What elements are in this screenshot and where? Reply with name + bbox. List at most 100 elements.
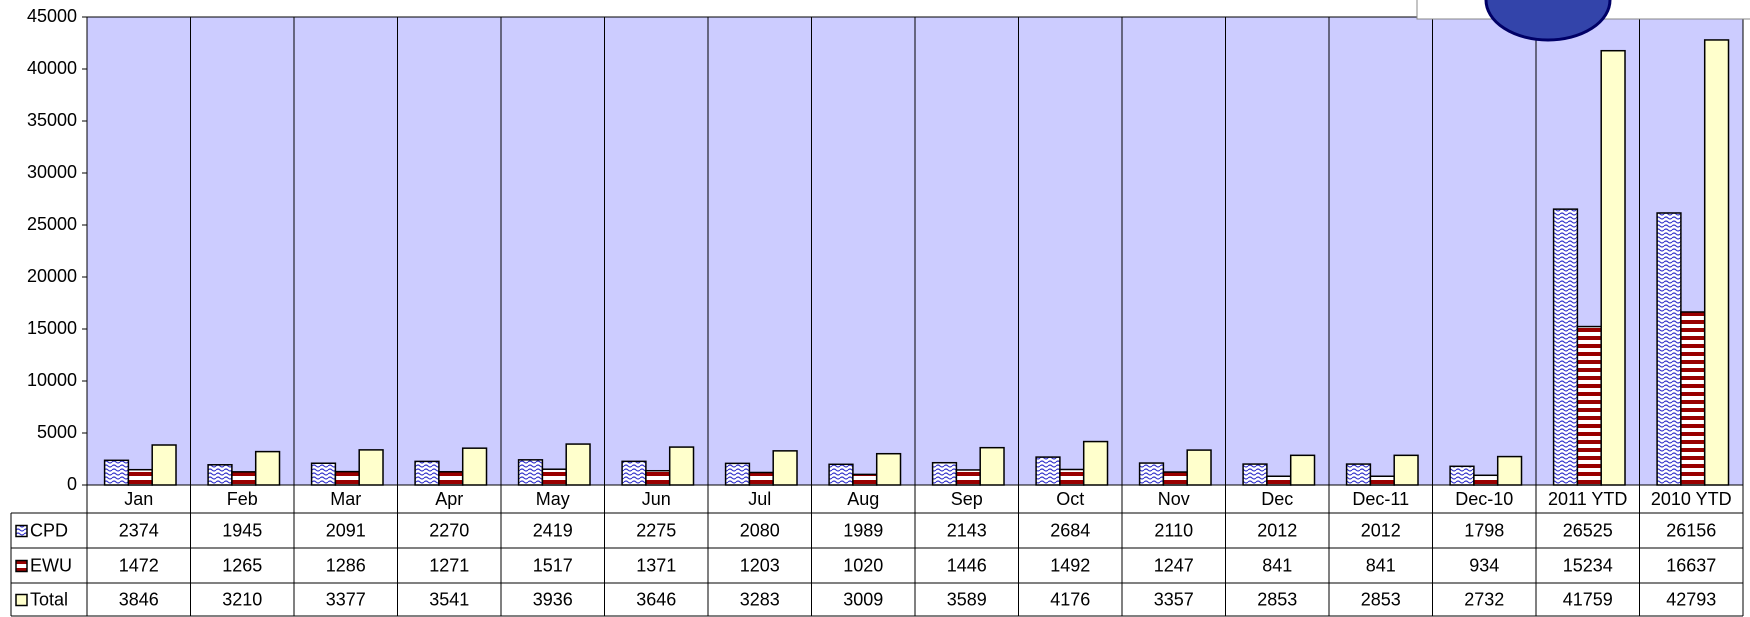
table-value: 2080 bbox=[740, 520, 780, 540]
table-value: 1265 bbox=[222, 555, 262, 575]
table-value: 2270 bbox=[429, 520, 469, 540]
bar bbox=[1656, 212, 1682, 486]
bar bbox=[875, 452, 902, 486]
bar bbox=[1600, 49, 1626, 486]
bar bbox=[461, 447, 488, 486]
x-tick-label: Oct bbox=[1056, 489, 1084, 509]
bar bbox=[151, 444, 177, 486]
bar bbox=[645, 469, 671, 486]
table-value: 1020 bbox=[843, 555, 883, 575]
table-value: 1472 bbox=[119, 555, 159, 575]
table-value: 1945 bbox=[222, 520, 262, 540]
table-value: 1798 bbox=[1464, 520, 1504, 540]
bar bbox=[358, 449, 384, 486]
table-value: 841 bbox=[1366, 555, 1396, 575]
table-value: 3846 bbox=[119, 589, 159, 609]
table-value: 3283 bbox=[740, 589, 780, 609]
bar bbox=[1345, 463, 1372, 486]
bar bbox=[931, 461, 958, 486]
y-tick-label: 10000 bbox=[27, 370, 77, 390]
bar bbox=[852, 473, 878, 486]
table-value: 1286 bbox=[326, 555, 366, 575]
table-value: 3936 bbox=[533, 589, 573, 609]
bar bbox=[1242, 463, 1268, 486]
table-value: 2012 bbox=[1361, 520, 1401, 540]
x-tick-label: 2011 YTD bbox=[1548, 489, 1627, 509]
table-value: 3377 bbox=[326, 589, 366, 609]
table-value: 3357 bbox=[1154, 589, 1194, 609]
table-value: 15234 bbox=[1563, 555, 1613, 575]
table-value: 26525 bbox=[1563, 520, 1613, 540]
bar bbox=[955, 469, 981, 486]
bar bbox=[414, 460, 440, 486]
table-value: 41759 bbox=[1563, 589, 1613, 609]
y-tick-label: 5000 bbox=[37, 422, 77, 442]
bar bbox=[1496, 455, 1523, 486]
x-tick-label: Aug bbox=[847, 489, 879, 509]
bar bbox=[1266, 475, 1292, 486]
table-value: 2110 bbox=[1154, 520, 1193, 540]
bar bbox=[1059, 468, 1085, 486]
logo-fragment bbox=[1484, 0, 1612, 42]
bar bbox=[1449, 465, 1475, 486]
x-tick-label: Dec-11 bbox=[1352, 489, 1409, 509]
table-value: 2275 bbox=[636, 520, 676, 540]
bar bbox=[1393, 454, 1419, 486]
table-value: 2143 bbox=[947, 520, 987, 540]
table-value: 2091 bbox=[326, 520, 366, 540]
y-tick-label: 30000 bbox=[27, 162, 77, 182]
bar bbox=[1162, 471, 1188, 486]
legend-swatch bbox=[15, 593, 28, 607]
table-value: 2012 bbox=[1257, 520, 1297, 540]
table-value: 2419 bbox=[533, 520, 573, 540]
bar bbox=[1369, 475, 1395, 486]
legend-swatch bbox=[15, 524, 28, 538]
table-value: 1271 bbox=[429, 555, 469, 575]
table-value: 1203 bbox=[740, 555, 780, 575]
bar bbox=[748, 471, 774, 486]
bar bbox=[668, 446, 695, 486]
bar bbox=[724, 462, 751, 486]
bar bbox=[772, 450, 798, 486]
legend-swatch bbox=[15, 559, 28, 573]
bar bbox=[828, 463, 854, 486]
table-value: 1492 bbox=[1050, 555, 1090, 575]
table-value: 1371 bbox=[636, 555, 676, 575]
bar bbox=[310, 462, 337, 486]
bar bbox=[438, 471, 464, 486]
y-tick-label: 20000 bbox=[27, 266, 77, 286]
bar bbox=[207, 464, 233, 486]
bar bbox=[979, 446, 1005, 486]
bar bbox=[103, 459, 130, 486]
bar bbox=[1680, 311, 1706, 486]
table-value: 1446 bbox=[947, 555, 987, 575]
legend-label: CPD bbox=[30, 520, 68, 540]
bar bbox=[1138, 462, 1165, 486]
y-tick-label: 25000 bbox=[27, 214, 77, 234]
x-tick-label: Jun bbox=[642, 489, 671, 509]
bar bbox=[1289, 454, 1316, 486]
bar bbox=[1576, 325, 1602, 486]
y-tick-label: 45000 bbox=[27, 6, 77, 26]
table-value: 3541 bbox=[429, 589, 469, 609]
y-tick-label: 15000 bbox=[27, 318, 77, 338]
table-value: 934 bbox=[1469, 555, 1499, 575]
table-value: 841 bbox=[1262, 555, 1292, 575]
bar bbox=[517, 459, 544, 486]
table-value: 2853 bbox=[1257, 589, 1297, 609]
x-tick-label: Apr bbox=[435, 489, 463, 509]
legend-label: Total bbox=[30, 589, 68, 609]
x-tick-label: Nov bbox=[1158, 489, 1190, 509]
bar bbox=[231, 471, 257, 486]
table-value: 2684 bbox=[1050, 520, 1090, 540]
bar bbox=[1082, 440, 1109, 486]
x-tick-label: Dec-10 bbox=[1455, 489, 1513, 509]
table-value: 3009 bbox=[843, 589, 883, 609]
bar bbox=[565, 443, 591, 486]
table-value: 2853 bbox=[1361, 589, 1401, 609]
bar bbox=[1552, 208, 1579, 486]
bar bbox=[1035, 456, 1061, 486]
y-tick-label: 40000 bbox=[27, 58, 77, 78]
bar bbox=[254, 450, 281, 486]
